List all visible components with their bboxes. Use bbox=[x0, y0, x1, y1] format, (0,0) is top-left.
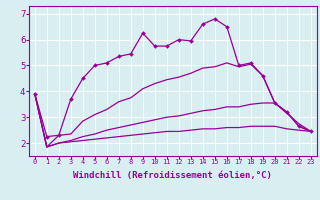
X-axis label: Windchill (Refroidissement éolien,°C): Windchill (Refroidissement éolien,°C) bbox=[73, 171, 272, 180]
